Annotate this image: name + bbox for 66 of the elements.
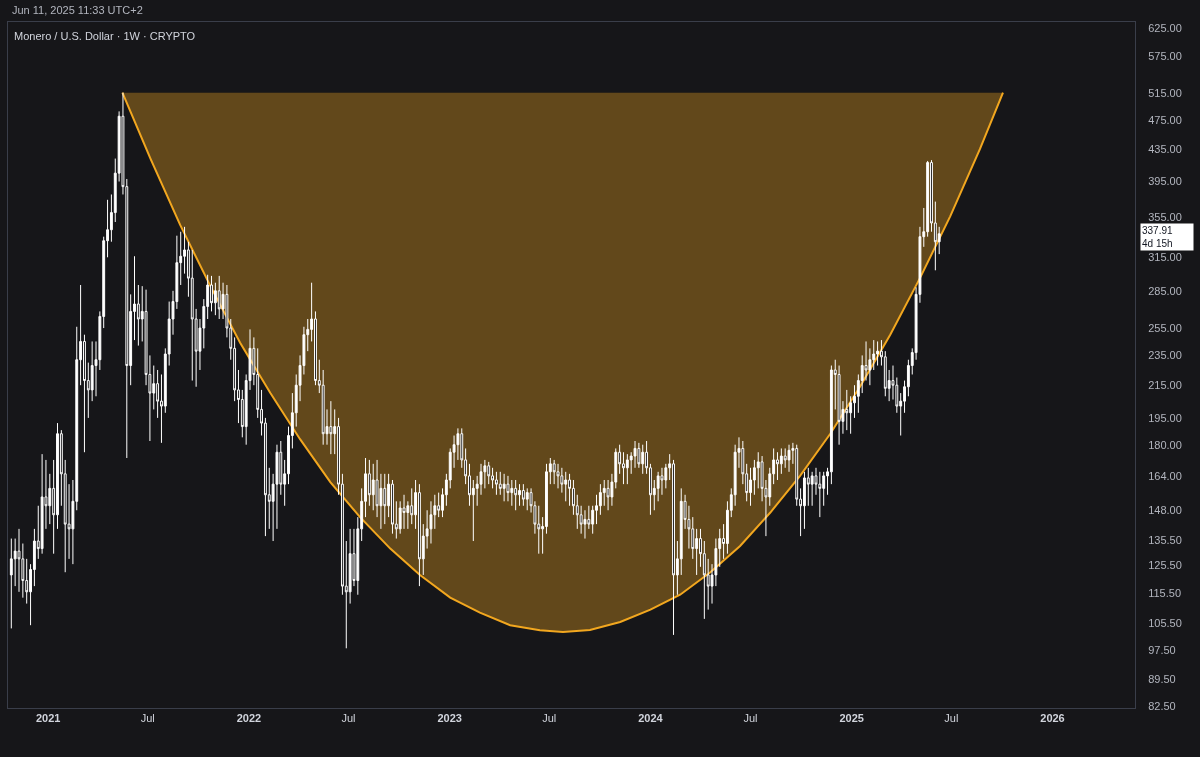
y-tick-label: 515.00: [1148, 86, 1182, 99]
y-tick-label: 435.00: [1148, 143, 1182, 156]
candlestick: [787, 444, 791, 473]
y-tick-label: 180.00: [1148, 438, 1182, 451]
candlestick: [40, 453, 44, 555]
y-tick-label: 625.00: [1148, 21, 1182, 34]
candlestick: [217, 275, 221, 320]
y-tick-label: 164.00: [1148, 469, 1182, 482]
candlestick: [641, 444, 645, 475]
y-tick-label: 255.00: [1148, 321, 1182, 334]
y-tick-label: 395.00: [1148, 175, 1182, 188]
y-tick-label: 148.00: [1148, 504, 1182, 517]
candlestick: [556, 463, 560, 489]
candlestick: [521, 483, 525, 507]
candlestick: [402, 494, 406, 530]
y-tick-label: 89.50: [1148, 672, 1176, 685]
text: Jun 11, 2025 11:33 UTC+2: [12, 4, 143, 16]
x-tick-label: 2021: [35, 712, 61, 725]
x-tick-label: Jul: [944, 712, 959, 725]
candlestick: [510, 479, 514, 507]
x-tick-label: Jul: [140, 712, 155, 725]
x-tick-label: 2022: [236, 712, 262, 725]
x-tick-label: 2024: [638, 712, 664, 725]
candlestick: [417, 483, 421, 587]
y-tick-label: 235.00: [1148, 349, 1182, 362]
x-tick-label: Jul: [542, 712, 557, 725]
y-tick-label: 82.50: [1148, 699, 1176, 712]
candlestick: [625, 453, 629, 485]
y-tick-label: 475.00: [1148, 113, 1182, 126]
y-tick-label: 215.00: [1148, 379, 1182, 392]
candlestick: [494, 471, 498, 496]
candlestick: [776, 451, 779, 481]
y-tick-label: 97.50: [1148, 643, 1176, 656]
y-tick-label: 115.50: [1148, 587, 1182, 600]
x-tick-label: 2026: [1040, 712, 1065, 725]
candlestick: [518, 483, 521, 507]
candlestick: [818, 471, 822, 518]
y-tick-label: 355.00: [1148, 211, 1182, 224]
y-tick-label: 315.00: [1148, 251, 1182, 264]
candlestick: [564, 471, 568, 502]
text: Monero / U.S. Dollar · 1W · CRYPTO: [14, 29, 196, 42]
candlestick: [514, 479, 518, 511]
candlestick: [506, 475, 510, 502]
candlestick: [810, 471, 814, 507]
candlestick: [525, 487, 529, 511]
x-tick-label: Jul: [743, 712, 758, 725]
y-tick-label: 125.50: [1148, 559, 1182, 572]
candlestick: [583, 509, 587, 540]
candlestick: [845, 389, 849, 431]
candlestick: [502, 473, 506, 502]
candlestick: [537, 505, 541, 555]
x-tick-label: 2023: [437, 712, 462, 725]
candlestick: [876, 340, 880, 367]
y-tick-label: 105.50: [1148, 617, 1182, 630]
candlestick: [552, 459, 556, 485]
y-tick-label: 195.00: [1148, 411, 1182, 424]
text: 337.91 4d 15h: [1142, 225, 1174, 249]
y-tick-label: 285.00: [1148, 284, 1182, 297]
y-tick-label: 135.50: [1148, 533, 1182, 546]
candlestick: [329, 400, 333, 455]
candlestick: [383, 473, 387, 525]
x-tick-label: Jul: [341, 712, 356, 725]
candlestick: [487, 461, 491, 485]
candlestick: [9, 538, 13, 629]
x-tick-label: 2025: [839, 712, 864, 725]
y-tick-label: 575.00: [1148, 49, 1182, 62]
